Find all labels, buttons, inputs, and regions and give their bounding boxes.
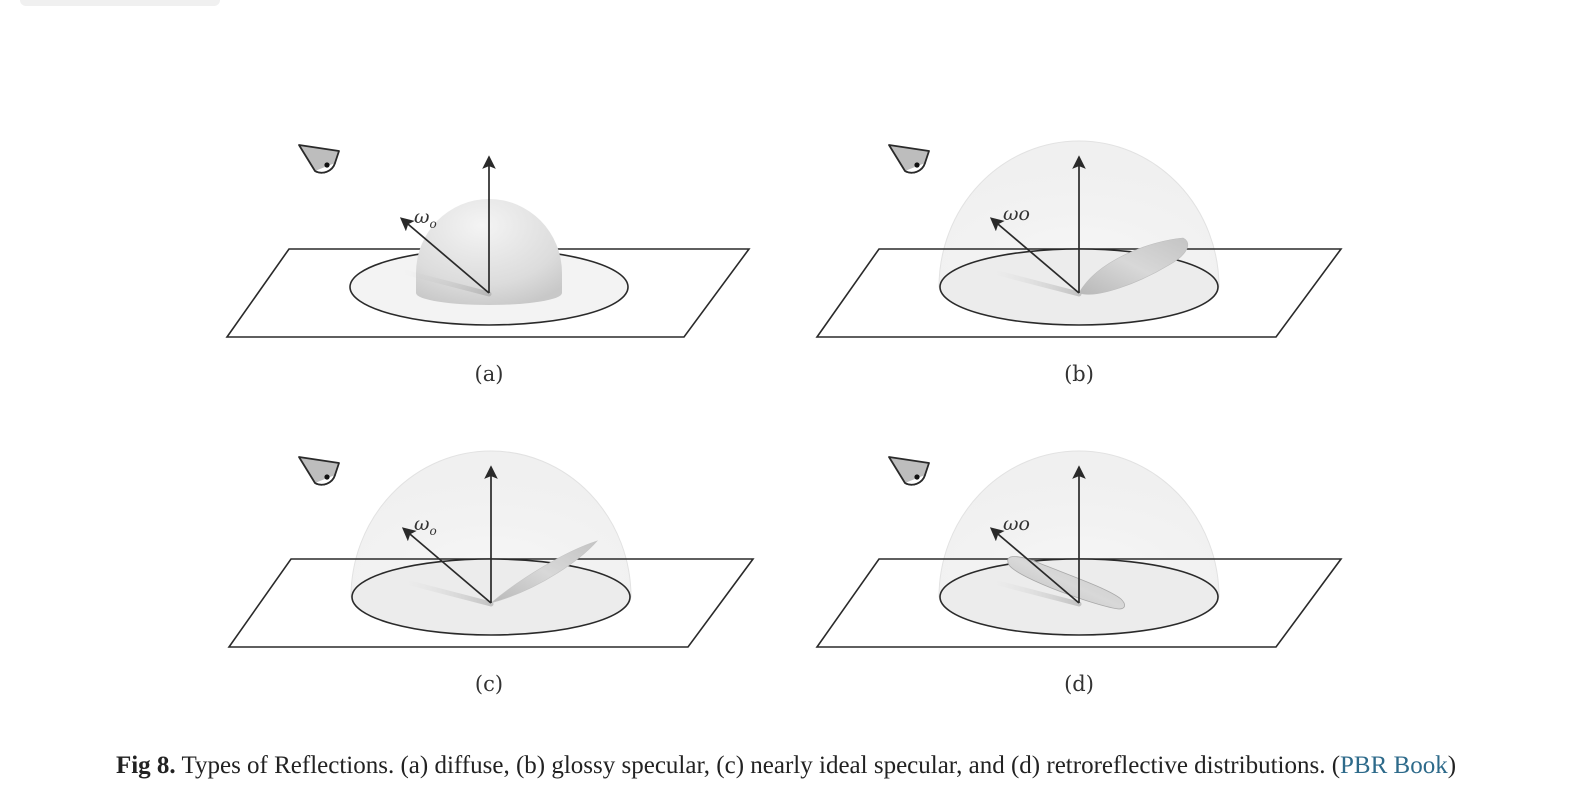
surface-plane	[815, 558, 1343, 648]
panel-label-b: (b)	[1064, 362, 1094, 386]
incident-shadow	[991, 579, 1082, 607]
outgoing-direction-arrow	[399, 217, 490, 294]
reflection-diagram: ωo (a) ωo (b) ωo	[225, 140, 1343, 696]
source-link[interactable]: PBR Book	[1340, 752, 1448, 779]
omega-o-label: ωo	[414, 513, 437, 538]
omega-o-label: ωo	[1003, 203, 1030, 225]
incident-shadow	[401, 269, 492, 297]
outgoing-direction-arrow	[989, 527, 1080, 604]
eye-icon	[888, 144, 930, 174]
panel-d: ωo (d)	[815, 450, 1343, 696]
caption-text: Types of Reflections. (a) diffuse, (b) g…	[175, 752, 1341, 779]
figure-caption: Fig 8. Types of Reflections. (a) diffuse…	[0, 752, 1572, 780]
eye-icon	[888, 456, 930, 486]
glossy-lobe	[1078, 237, 1189, 295]
surface-plane	[227, 558, 755, 648]
omega-o-label: ωo	[1003, 513, 1030, 535]
outgoing-direction-arrow	[401, 527, 492, 604]
panel-label-a: (a)	[475, 362, 504, 386]
incident-shadow	[991, 269, 1082, 297]
incident-shadow	[403, 579, 494, 607]
panel-c: ωo (c)	[227, 450, 755, 696]
omega-o-label: ωo	[414, 206, 437, 231]
retroreflective-lobe	[1007, 556, 1125, 610]
specular-spike-lobe	[490, 540, 598, 604]
panel-b: ωo (b)	[815, 140, 1343, 386]
panel-label-c: (c)	[475, 672, 503, 696]
outgoing-direction-arrow	[989, 217, 1080, 294]
figure-number: Fig 8.	[115, 752, 176, 779]
panel-a: ωo (a)	[225, 144, 751, 386]
panel-label-d: (d)	[1064, 672, 1094, 696]
eye-icon	[298, 144, 340, 174]
eye-icon	[298, 456, 340, 486]
top-edge-artifact	[20, 0, 220, 6]
surface-plane	[225, 248, 751, 338]
caption-close: )	[1447, 752, 1457, 779]
